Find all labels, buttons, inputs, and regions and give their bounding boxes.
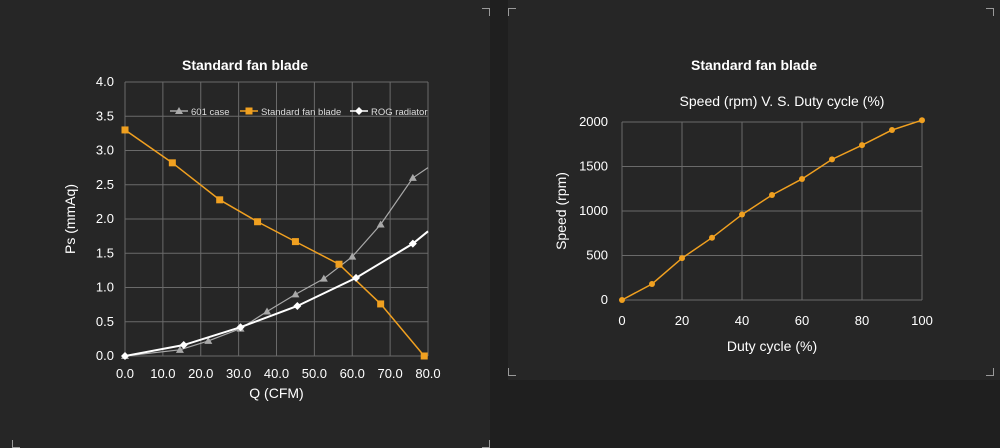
y-tick-label: 0 (601, 292, 608, 307)
data-point (335, 260, 343, 268)
y-tick-label: 500 (586, 248, 608, 263)
data-point (319, 274, 328, 282)
y-tick-label: 3.0 (96, 143, 114, 158)
data-point (619, 297, 625, 303)
y-tick-label: 0.5 (96, 314, 114, 329)
data-point (291, 290, 300, 298)
x-tick-label: 10.0 (150, 366, 175, 381)
legend-label: ROG radiator (371, 107, 428, 118)
y-tick-label: 1500 (579, 159, 608, 174)
corner-mark (508, 8, 516, 16)
data-point (291, 238, 299, 246)
legend-label: 601 case (191, 107, 230, 118)
data-point (175, 345, 184, 353)
data-point (236, 323, 245, 332)
chart-subtitle: Speed (rpm) V. S. Duty cycle (%) (680, 93, 885, 109)
y-tick-label: 2.0 (96, 211, 114, 226)
y-tick-label: 2.5 (96, 177, 114, 192)
speed-duty-chart: Speed (rpm) V. S. Duty cycle (%) 0 20 40 60 8… (553, 93, 933, 354)
x-tick-label: 50.0 (302, 366, 327, 381)
legend-marker (175, 107, 183, 114)
legend-marker (245, 107, 253, 115)
x-tick-label: 0.0 (116, 366, 134, 381)
series-line (124, 129, 425, 357)
x-axis-label: Duty cycle (%) (727, 338, 817, 354)
x-tick-label: 40.0 (264, 366, 289, 381)
data-point (420, 352, 428, 360)
data-point (263, 307, 272, 315)
x-tick-label: 20.0 (188, 366, 213, 381)
data-point (293, 301, 302, 310)
series-line (621, 119, 923, 301)
data-point (919, 117, 925, 124)
corner-mark (986, 8, 994, 16)
y-tick-label: 1000 (579, 203, 608, 218)
y-tick-label: 2000 (579, 114, 608, 129)
data-point (408, 173, 417, 181)
y-tick-label: 4.0 (96, 74, 114, 89)
x-tick-label: 100 (911, 313, 933, 328)
legend-marker (355, 107, 363, 115)
data-point (739, 211, 745, 218)
data-point (859, 142, 865, 149)
right-chart-title: Standard fan blade (690, 57, 818, 73)
x-tick-label: 70.0 (377, 366, 402, 381)
data-point (352, 273, 361, 282)
data-point (254, 218, 262, 226)
corner-mark (482, 8, 490, 16)
data-point (216, 196, 224, 204)
data-point (121, 352, 129, 360)
data-point (829, 156, 835, 163)
data-point (377, 300, 385, 308)
x-axis-label: Q (CFM) (249, 385, 303, 401)
legend-label: Standard fan blade (261, 107, 341, 118)
data-point (179, 341, 188, 350)
data-point (709, 234, 715, 241)
x-tick-label: 60.0 (340, 366, 365, 381)
data-point (769, 191, 775, 198)
data-point (679, 255, 685, 262)
right-chart-panel: Standard fan blade Speed (rpm) V. S. Dut… (508, 0, 1000, 380)
y-axis-label: Speed (rpm) (553, 172, 569, 250)
corner-mark (508, 368, 516, 376)
x-tick-label: 20 (675, 313, 689, 328)
x-tick-label: 80 (855, 313, 869, 328)
corner-mark (986, 368, 994, 376)
data-point (168, 159, 176, 167)
left-chart-title: Standard fan blade (181, 57, 309, 73)
y-tick-label: 0.0 (96, 348, 114, 363)
data-point (204, 336, 213, 344)
y-tick-label: 3.5 (96, 108, 114, 123)
data-point (649, 280, 655, 287)
x-tick-label: 30.0 (226, 366, 251, 381)
data-point (889, 127, 895, 134)
data-point (348, 252, 357, 260)
data-point (799, 175, 805, 182)
x-tick-label: 40 (735, 313, 749, 328)
x-tick-label: 0 (618, 313, 625, 328)
data-point (121, 126, 129, 134)
left-chart-panel: Standard fan blade 0.0 10.0 20.0 30.0 40.0 50… (0, 0, 490, 448)
y-tick-label: 1.0 (96, 280, 114, 295)
x-tick-label: 60 (795, 313, 809, 328)
y-tick-label: 1.5 (96, 245, 114, 260)
x-tick-label: 80.0 (415, 366, 440, 381)
data-point (408, 239, 417, 248)
fan-pressure-chart: 0.0 10.0 20.0 30.0 40.0 50.0 60.0 70.0 80.0 0.0 0.… (62, 74, 441, 401)
corner-mark (482, 440, 490, 448)
y-axis-label: Ps (mmAq) (62, 184, 78, 254)
data-point (376, 220, 385, 228)
corner-mark (12, 440, 20, 448)
